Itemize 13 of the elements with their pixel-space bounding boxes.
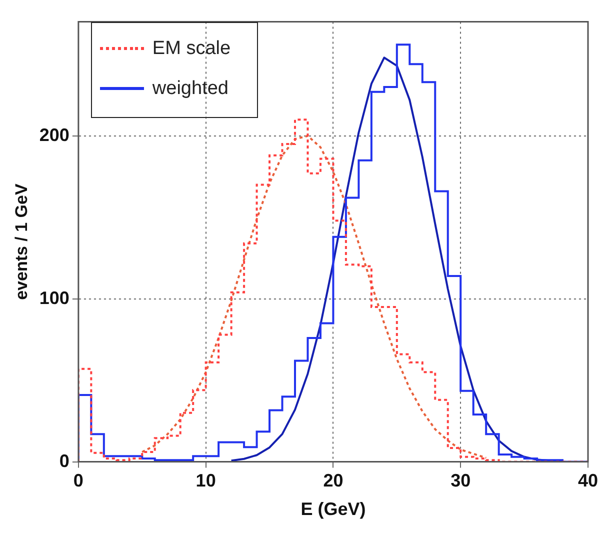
x-axis-title: E (GeV) — [300, 499, 366, 520]
x-tick-label: 30 — [450, 470, 471, 491]
y-tick-label: 0 — [59, 450, 70, 471]
legend-label: weighted — [152, 78, 228, 100]
legend-label: EM scale — [152, 38, 231, 60]
x-tick-label: 10 — [196, 470, 216, 491]
y-tick-label: 200 — [39, 124, 70, 145]
line-series — [141, 134, 488, 459]
x-tick-label: 20 — [323, 470, 344, 491]
x-tick-label: 40 — [578, 470, 598, 491]
y-axis-title: events / 1 GeV — [12, 183, 31, 300]
x-tick-label: 0 — [73, 470, 84, 491]
y-tick-label: 100 — [39, 288, 70, 308]
